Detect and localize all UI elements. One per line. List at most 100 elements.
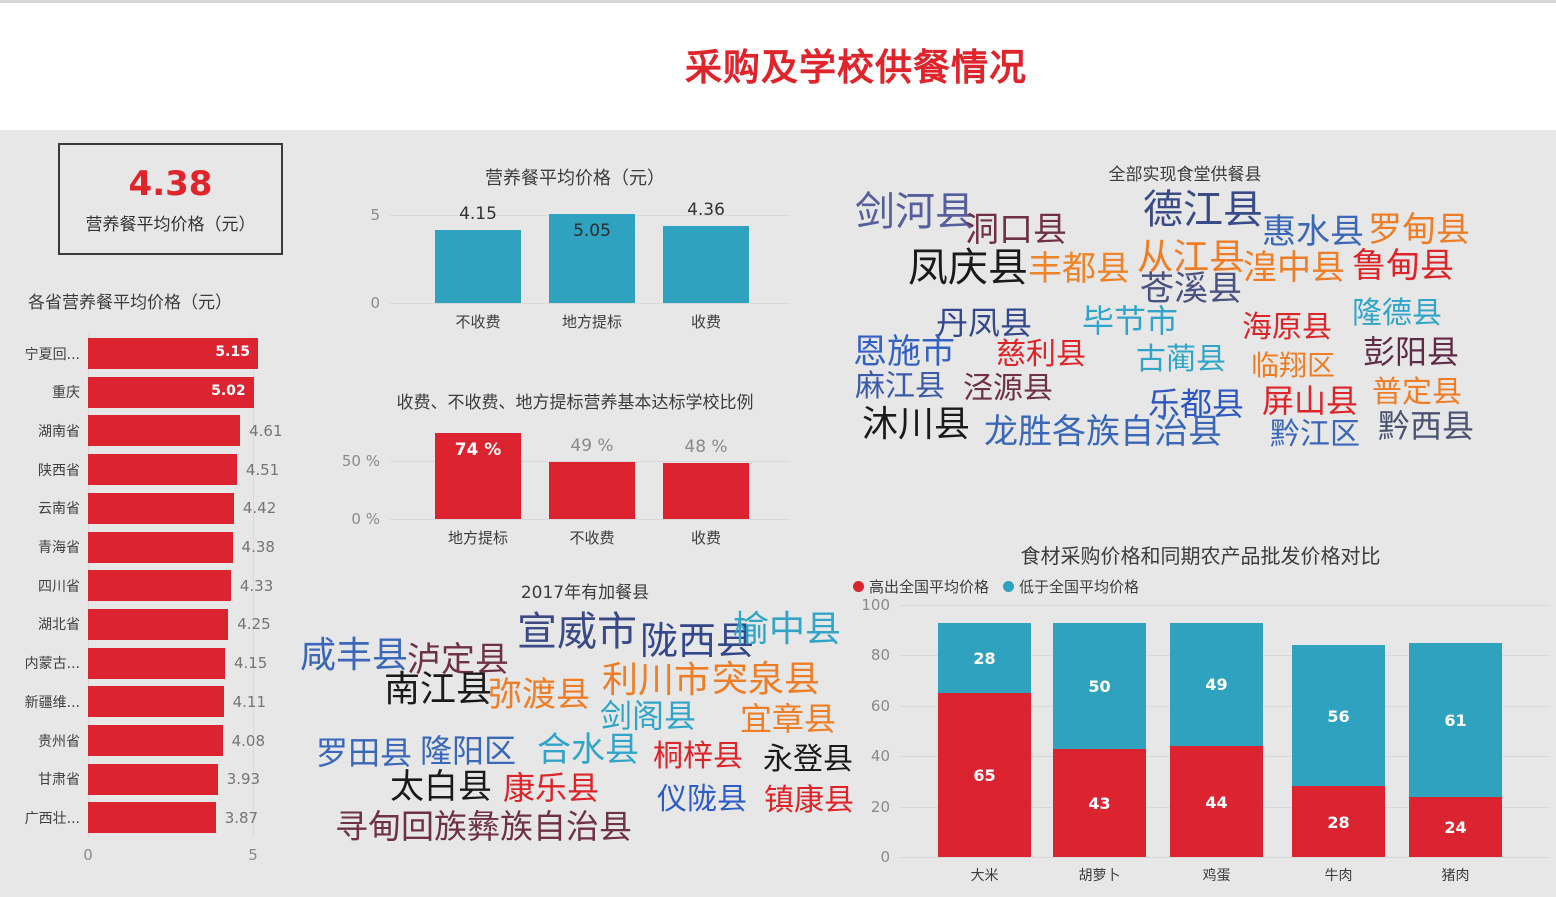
bar-segment-below-avg[interactable] — [1409, 642, 1502, 797]
bar-value-label: 4.38 — [241, 538, 275, 556]
legend-dot-red — [853, 581, 864, 592]
cloud-word[interactable]: 陇西县 — [640, 619, 755, 663]
cloud-word[interactable]: 隆德县 — [1352, 296, 1442, 331]
province-bar[interactable] — [88, 454, 237, 486]
bar-segment-below-avg[interactable] — [1053, 622, 1146, 749]
cloud-word[interactable]: 海原县 — [1242, 310, 1332, 345]
x-category-label: 地方提标 — [447, 529, 509, 547]
bar-track: 4.25 — [88, 608, 302, 640]
table-row: 陕西省 4.51 — [10, 454, 302, 486]
column-bar[interactable] — [435, 229, 521, 303]
column-bar[interactable] — [663, 463, 749, 519]
province-bar[interactable] — [88, 686, 224, 718]
bar-value-label: 4.08 — [231, 731, 266, 750]
bar-segment-below-avg[interactable] — [1170, 622, 1263, 747]
bar-segment-above-avg[interactable] — [938, 693, 1031, 857]
cloud-word[interactable]: 仪陇县 — [657, 782, 747, 817]
province-bar[interactable] — [88, 725, 223, 756]
cloud-word[interactable]: 麻江县 — [855, 369, 945, 404]
bar-segment-above-avg[interactable] — [1409, 796, 1502, 857]
cloud-word[interactable]: 南江县 — [384, 669, 493, 710]
cloud-word[interactable]: 榆中县 — [733, 609, 842, 650]
bar-segment-above-avg[interactable] — [1170, 746, 1263, 857]
cloud-word[interactable]: 剑河县 — [855, 189, 975, 235]
cloud-word[interactable]: 慈利县 — [996, 337, 1086, 372]
bar-value-label: 4.51 — [245, 460, 280, 479]
cloud-word[interactable]: 洞口县 — [965, 210, 1067, 250]
cloud-word[interactable]: 合水县 — [537, 730, 639, 770]
province-bar[interactable] — [88, 531, 233, 563]
province-bar[interactable]: 5.02 — [88, 376, 254, 408]
column-bar[interactable] — [549, 462, 635, 519]
x-category-label: 胡萝卜 — [1078, 868, 1121, 884]
cloud-word[interactable]: 康乐县 — [503, 769, 600, 807]
province-bar[interactable] — [88, 802, 216, 834]
cloud-word[interactable]: 桐梓县 — [653, 739, 743, 774]
bar-value-label: 5.02 — [211, 382, 246, 399]
bar-segment-above-avg[interactable] — [1053, 748, 1146, 857]
cloud-word[interactable]: 泸定县 — [407, 640, 509, 680]
cloud-word[interactable]: 宣威市 — [517, 609, 637, 655]
cloud-word[interactable]: 彭阳县 — [1363, 333, 1460, 371]
column-bar[interactable] — [435, 433, 521, 519]
province-label: 宁夏回... — [24, 346, 80, 363]
cloud-word[interactable]: 德江县 — [1143, 187, 1263, 233]
cloud-word[interactable]: 宜章县 — [740, 700, 837, 738]
cloud-word[interactable]: 普定县 — [1372, 375, 1462, 410]
x-category-label: 鸡蛋 — [1202, 868, 1231, 884]
cloud-word[interactable]: 隆阳区 — [420, 732, 517, 770]
compare-chart-legend: 高出全国平均价格 低于全国平均价格 — [853, 576, 1139, 597]
column-bar[interactable] — [663, 226, 749, 303]
cloud-word[interactable]: 镇康县 — [764, 783, 854, 818]
canteen-cloud-title: 全部实现食堂供餐县 — [1108, 165, 1262, 185]
cloud-word[interactable]: 永登县 — [763, 742, 853, 777]
cloud-word[interactable]: 毕节市 — [1082, 302, 1179, 340]
cloud-word[interactable]: 咸丰县 — [300, 635, 409, 676]
cloud-word[interactable]: 突泉县 — [712, 659, 821, 700]
province-bar[interactable]: 5.15 — [88, 338, 258, 369]
cloud-word[interactable]: 苍溪县 — [1140, 269, 1242, 309]
cloud-word[interactable]: 龙胜各族自治县 — [984, 412, 1222, 452]
province-bar[interactable] — [88, 763, 218, 795]
cloud-word[interactable]: 寻甸回族彝族自治县 — [335, 807, 632, 846]
cloud-word[interactable]: 太白县 — [390, 767, 492, 807]
cloud-word[interactable]: 古蔺县 — [1136, 342, 1226, 377]
province-bar[interactable] — [88, 608, 229, 640]
bar-track: 3.87 — [88, 802, 302, 834]
cloud-word[interactable]: 黔江区 — [1270, 417, 1360, 452]
x-category-label: 牛肉 — [1324, 868, 1353, 884]
legend-item-below-avg[interactable]: 低于全国平均价格 — [1003, 576, 1139, 597]
gridline — [390, 303, 790, 304]
bar-segment-below-avg[interactable] — [1292, 645, 1385, 787]
province-bar[interactable] — [88, 647, 225, 679]
cloud-word[interactable]: 黔西县 — [1378, 407, 1475, 445]
province-bar[interactable] — [88, 415, 241, 447]
bar-segment-above-avg[interactable] — [1292, 786, 1385, 857]
cloud-word[interactable]: 剑阁县 — [600, 697, 697, 735]
bar-segment-below-avg[interactable] — [938, 622, 1031, 694]
cloud-word[interactable]: 泾源县 — [963, 371, 1053, 406]
cloud-word[interactable]: 罗田县 — [316, 734, 413, 772]
cloud-word[interactable]: 凤庆县 — [908, 245, 1028, 291]
column-bar[interactable] — [549, 214, 635, 303]
province-bar[interactable] — [88, 492, 234, 524]
cloud-word[interactable]: 丹凤县 — [936, 304, 1033, 342]
cloud-word[interactable]: 屏山县 — [1262, 382, 1359, 420]
cloud-word[interactable]: 乐都县 — [1148, 385, 1245, 423]
cloud-word[interactable]: 临翔区 — [1251, 349, 1336, 382]
gridline — [900, 857, 1550, 858]
cloud-word[interactable]: 罗甸县 — [1368, 210, 1470, 250]
table-row: 内蒙古... 4.15 — [10, 647, 302, 679]
x-category-label: 地方提标 — [561, 313, 623, 331]
cloud-word[interactable]: 恩施市 — [853, 332, 955, 372]
cloud-word[interactable]: 鲁甸县 — [1352, 246, 1454, 286]
cloud-word[interactable]: 惠水县 — [1262, 212, 1364, 252]
cloud-word[interactable]: 从江县 — [1137, 237, 1246, 278]
cloud-word[interactable]: 丰都县 — [1028, 249, 1130, 289]
legend-item-above-avg[interactable]: 高出全国平均价格 — [853, 576, 989, 597]
cloud-word[interactable]: 沐川县 — [862, 404, 971, 445]
province-bar[interactable] — [88, 570, 231, 602]
cloud-word[interactable]: 利川市 — [602, 660, 711, 701]
cloud-word[interactable]: 湟中县 — [1243, 248, 1345, 288]
cloud-word[interactable]: 弥渡县 — [488, 675, 590, 715]
